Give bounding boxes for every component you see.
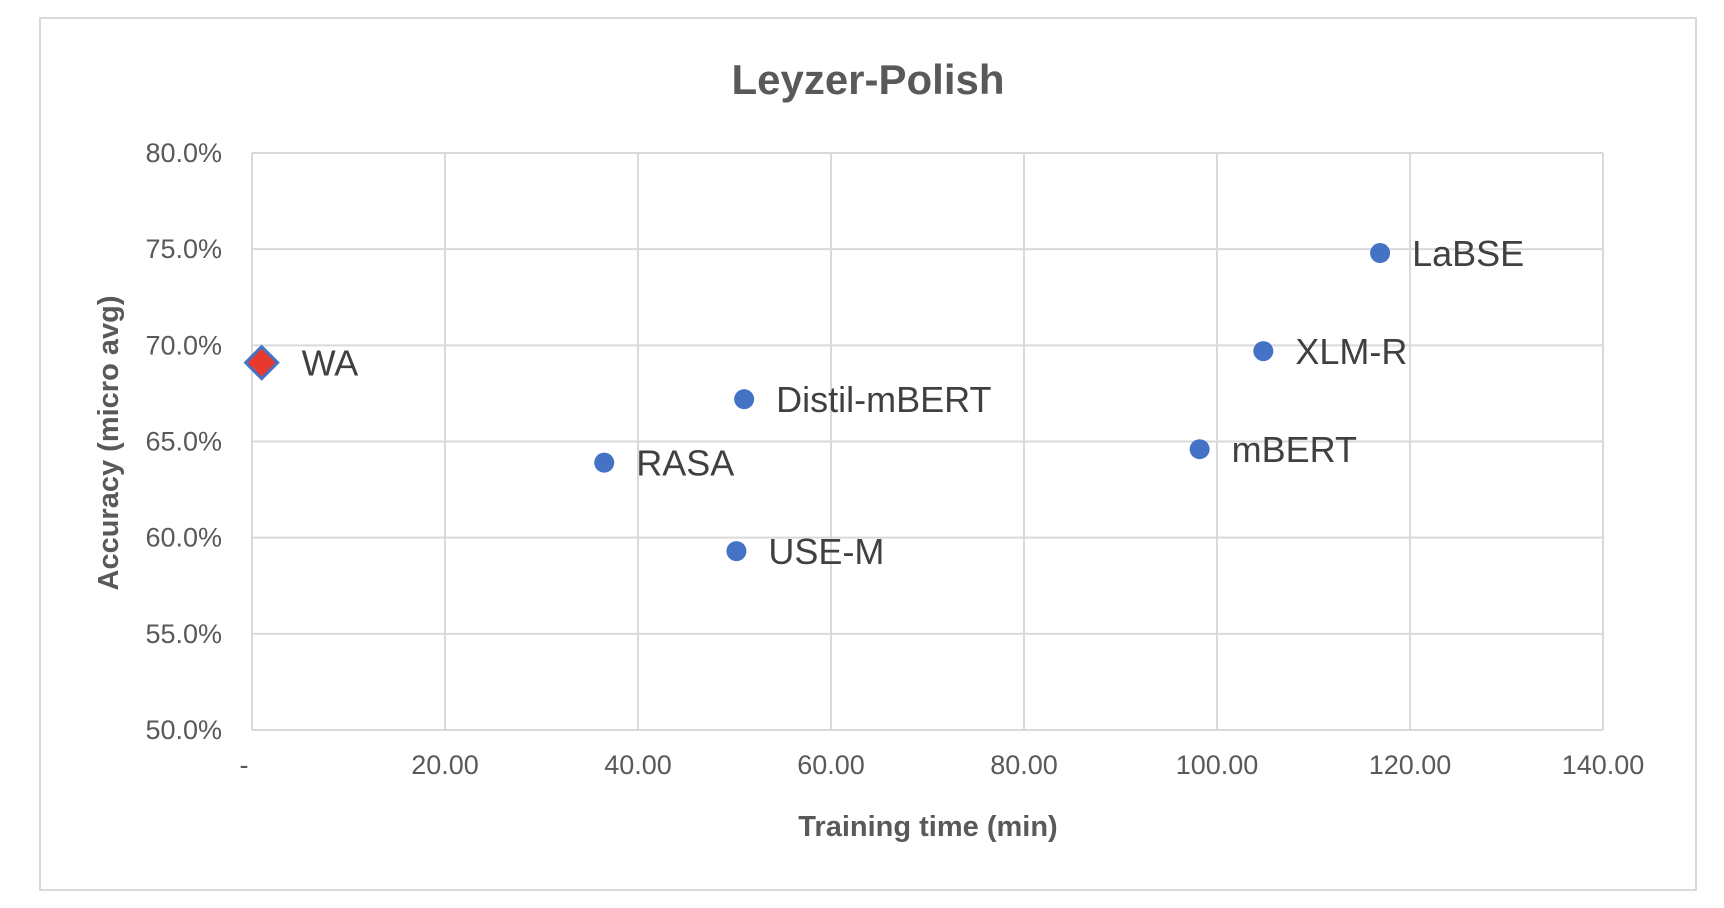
data-point-diamond [243, 344, 280, 381]
x-tick-label: 60.00 [797, 750, 865, 780]
data-point-label: USE-M [768, 531, 884, 572]
data-point [594, 452, 615, 473]
y-tick-label: 80.0% [145, 138, 222, 168]
y-tick-label: 75.0% [145, 234, 222, 264]
chart-title: Leyzer-Polish [731, 56, 1004, 103]
data-point [734, 389, 755, 410]
y-tick-label: 50.0% [145, 715, 222, 745]
data-point [726, 541, 747, 562]
x-tick-label: 40.00 [604, 750, 672, 780]
x-tick-label: 120.00 [1369, 750, 1452, 780]
chart-frame [39, 17, 1697, 891]
y-tick-label: 55.0% [145, 619, 222, 649]
x-axis-title: Training time (min) [798, 811, 1057, 843]
data-point-label: WA [302, 343, 359, 384]
x-tick-label: 20.00 [411, 750, 479, 780]
data-point [1253, 341, 1274, 362]
data-point-label: Distil-mBERT [776, 379, 991, 420]
x-tick-label: 80.00 [990, 750, 1058, 780]
x-tick-label: 100.00 [1176, 750, 1259, 780]
data-point-label: XLM-R [1295, 331, 1407, 372]
data-point [1189, 439, 1210, 460]
data-point-label: RASA [636, 443, 734, 484]
data-point [1370, 243, 1391, 264]
data-points: WA RASA USE-M Distil-mBERT mBERT XLM-R LaBSE [243, 233, 1524, 572]
x-tick-label: - [240, 750, 249, 780]
data-point-label: mBERT [1232, 429, 1357, 470]
y-tick-label: 65.0% [145, 427, 222, 457]
data-point-label: LaBSE [1412, 233, 1524, 274]
y-axis-title: Accuracy (micro avg) [93, 296, 125, 591]
y-tick-label: 70.0% [145, 330, 222, 360]
tick-labels: 50.0% 55.0% 60.0% 65.0% 70.0% 75.0% 80.0% - 20.0… [145, 138, 1644, 780]
x-tick-label: 140.00 [1562, 750, 1645, 780]
y-tick-label: 60.0% [145, 523, 222, 553]
